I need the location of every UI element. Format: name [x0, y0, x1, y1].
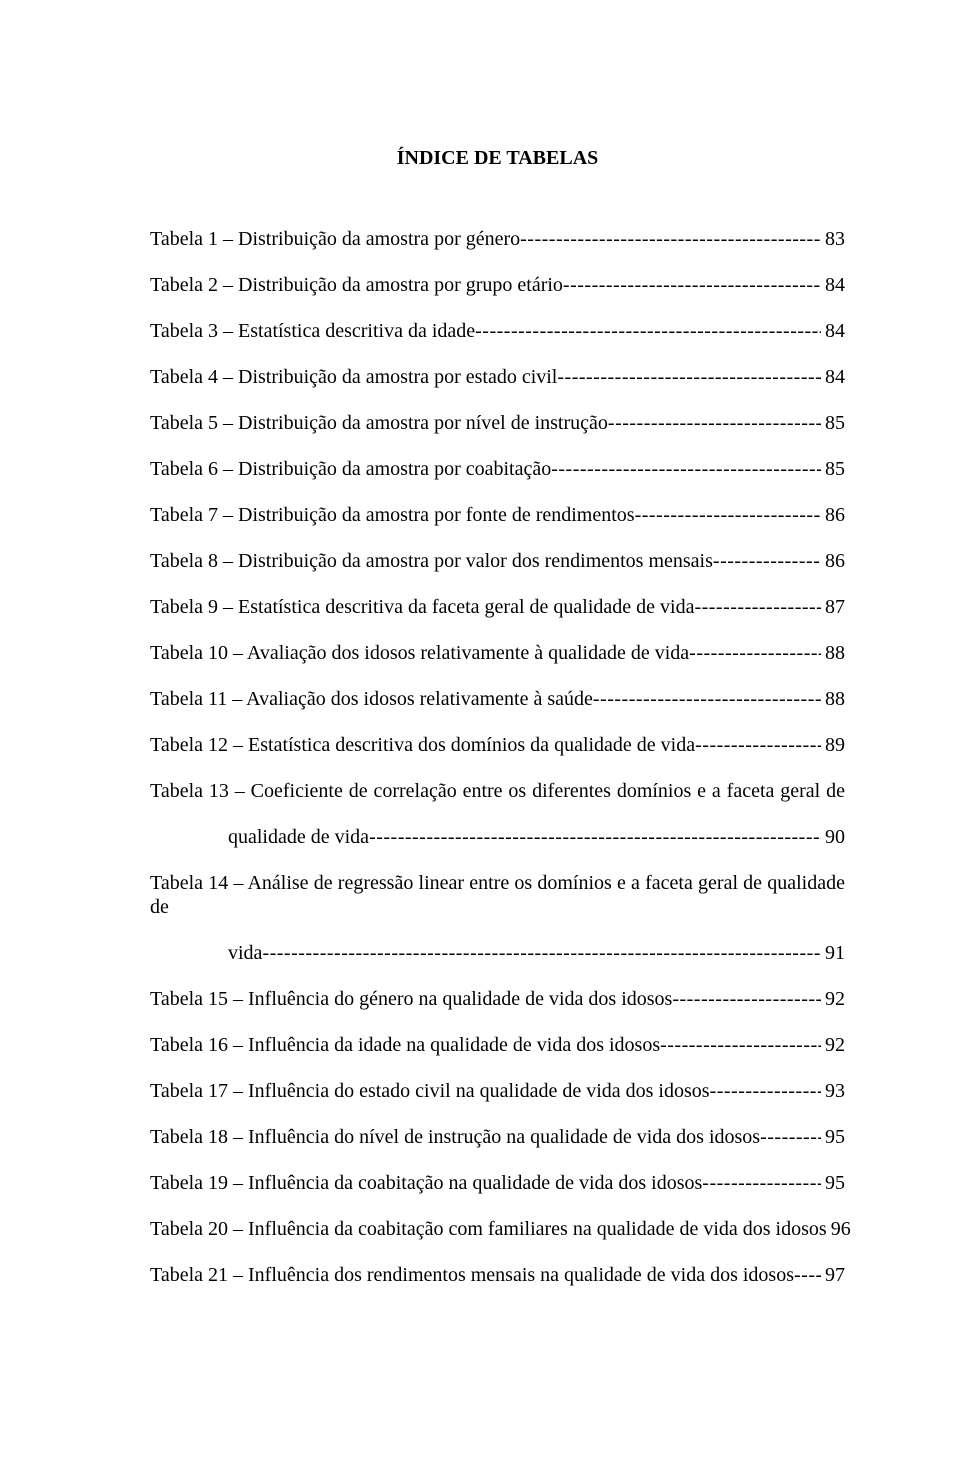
- toc-leader: [551, 457, 821, 481]
- toc-entry: Tabela 12 – Estatística descritiva dos d…: [150, 733, 845, 757]
- toc-label: Tabela 19 – Influência da coabitação na …: [150, 1171, 702, 1195]
- toc-leader: [262, 941, 821, 965]
- page: ÍNDICE DE TABELAS Tabela 1 – Distribuiçã…: [0, 0, 960, 1287]
- toc-page: 85: [821, 411, 845, 435]
- toc-label: Tabela 7 – Distribuição da amostra por f…: [150, 503, 635, 527]
- toc-entry: Tabela 21 – Influência dos rendimentos m…: [150, 1263, 845, 1287]
- toc-entry: Tabela 8 – Distribuição da amostra por v…: [150, 549, 845, 573]
- toc-page: 95: [821, 1125, 845, 1149]
- toc-label: Tabela 9 – Estatística descritiva da fac…: [150, 595, 694, 619]
- page-title: ÍNDICE DE TABELAS: [150, 146, 845, 170]
- toc-label: Tabela 18 – Influência do nível de instr…: [150, 1125, 760, 1149]
- toc-page: 86: [821, 549, 845, 573]
- toc-leader: [660, 1033, 821, 1057]
- toc-page: 92: [821, 987, 845, 1011]
- toc-label: Tabela 21 – Influência dos rendimentos m…: [150, 1263, 794, 1287]
- toc-entry-multiline: Tabela 13 – Coeficiente de correlação en…: [150, 779, 845, 849]
- toc-entry: Tabela 9 – Estatística descritiva da fac…: [150, 595, 845, 619]
- toc-page: 84: [821, 273, 845, 297]
- toc-page: 85: [821, 457, 845, 481]
- toc-label: Tabela 11 – Avaliação dos idosos relativ…: [150, 687, 593, 711]
- toc-leader: [713, 549, 821, 573]
- toc-entry: Tabela 7 – Distribuição da amostra por f…: [150, 503, 845, 527]
- toc-page: 91: [821, 941, 845, 965]
- toc-page: 88: [821, 641, 845, 665]
- toc-label-cont: qualidade de vida: [228, 825, 369, 849]
- toc-label: Tabela 16 – Influência da idade na quali…: [150, 1033, 660, 1057]
- toc-label: Tabela 13 – Coeficiente de correlação en…: [150, 779, 845, 803]
- toc-leader: [710, 1079, 821, 1103]
- toc-leader: [672, 987, 821, 1011]
- toc-page: 92: [821, 1033, 845, 1057]
- toc-entry: Tabela 17 – Influência do estado civil n…: [150, 1079, 845, 1103]
- toc-entry: Tabela 3 – Estatística descritiva da ida…: [150, 319, 845, 343]
- toc-leader: [702, 1171, 821, 1195]
- toc-entry-multiline: Tabela 14 – Análise de regressão linear …: [150, 871, 845, 965]
- toc-page: 84: [821, 319, 845, 343]
- toc-leader: [635, 503, 821, 527]
- toc-entry: Tabela 4 – Distribuição da amostra por e…: [150, 365, 845, 389]
- toc-page: 87: [821, 595, 845, 619]
- toc-page: 86: [821, 503, 845, 527]
- toc-entry: Tabela 16 – Influência da idade na quali…: [150, 1033, 845, 1057]
- toc-label: Tabela 6 – Distribuição da amostra por c…: [150, 457, 551, 481]
- toc-leader: [557, 365, 821, 389]
- toc-label: Tabela 20 – Influência da coabitação com…: [150, 1217, 827, 1241]
- toc-entry: Tabela 20 – Influência da coabitação com…: [150, 1217, 845, 1241]
- toc-label: Tabela 2 – Distribuição da amostra por g…: [150, 273, 563, 297]
- toc-leader: [694, 595, 821, 619]
- toc-label: Tabela 5 – Distribuição da amostra por n…: [150, 411, 608, 435]
- toc-entry: Tabela 15 – Influência do género na qual…: [150, 987, 845, 1011]
- toc-page: 97: [821, 1263, 845, 1287]
- toc-entry: Tabela 11 – Avaliação dos idosos relativ…: [150, 687, 845, 711]
- toc-label: Tabela 12 – Estatística descritiva dos d…: [150, 733, 695, 757]
- toc-label: Tabela 4 – Distribuição da amostra por e…: [150, 365, 557, 389]
- toc-entry: Tabela 10 – Avaliação dos idosos relativ…: [150, 641, 845, 665]
- toc-page: 88: [821, 687, 845, 711]
- toc-entry: Tabela 19 – Influência da coabitação na …: [150, 1171, 845, 1195]
- toc-label: Tabela 14 – Análise de regressão linear …: [150, 871, 845, 919]
- toc-entry: Tabela 6 – Distribuição da amostra por c…: [150, 457, 845, 481]
- toc-page: 93: [821, 1079, 845, 1103]
- toc-leader: [369, 825, 821, 849]
- toc-leader: [695, 733, 821, 757]
- toc-label: Tabela 3 – Estatística descritiva da ida…: [150, 319, 475, 343]
- toc-label: Tabela 10 – Avaliação dos idosos relativ…: [150, 641, 689, 665]
- toc-leader: [593, 687, 821, 711]
- toc-label-cont: vida: [228, 941, 262, 965]
- toc-leader: [794, 1263, 821, 1287]
- toc-entry: Tabela 5 – Distribuição da amostra por n…: [150, 411, 845, 435]
- toc-page: 83: [821, 227, 845, 251]
- toc-label: Tabela 8 – Distribuição da amostra por v…: [150, 549, 713, 573]
- toc-entry: Tabela 1 – Distribuição da amostra por g…: [150, 227, 845, 251]
- toc-label: Tabela 1 – Distribuição da amostra por g…: [150, 227, 520, 251]
- toc-page: 90: [821, 825, 845, 849]
- toc-leader: [608, 411, 821, 435]
- toc-page: 89: [821, 733, 845, 757]
- toc-page: 84: [821, 365, 845, 389]
- toc-leader: [520, 227, 821, 251]
- toc-entry: Tabela 18 – Influência do nível de instr…: [150, 1125, 845, 1149]
- toc-label: Tabela 15 – Influência do género na qual…: [150, 987, 672, 1011]
- toc-page: 96: [827, 1217, 851, 1241]
- toc-page: 95: [821, 1171, 845, 1195]
- toc-entry: Tabela 2 – Distribuição da amostra por g…: [150, 273, 845, 297]
- toc-label: Tabela 17 – Influência do estado civil n…: [150, 1079, 710, 1103]
- toc-leader: [563, 273, 821, 297]
- toc-leader: [689, 641, 821, 665]
- toc-leader: [760, 1125, 821, 1149]
- toc-leader: [475, 319, 821, 343]
